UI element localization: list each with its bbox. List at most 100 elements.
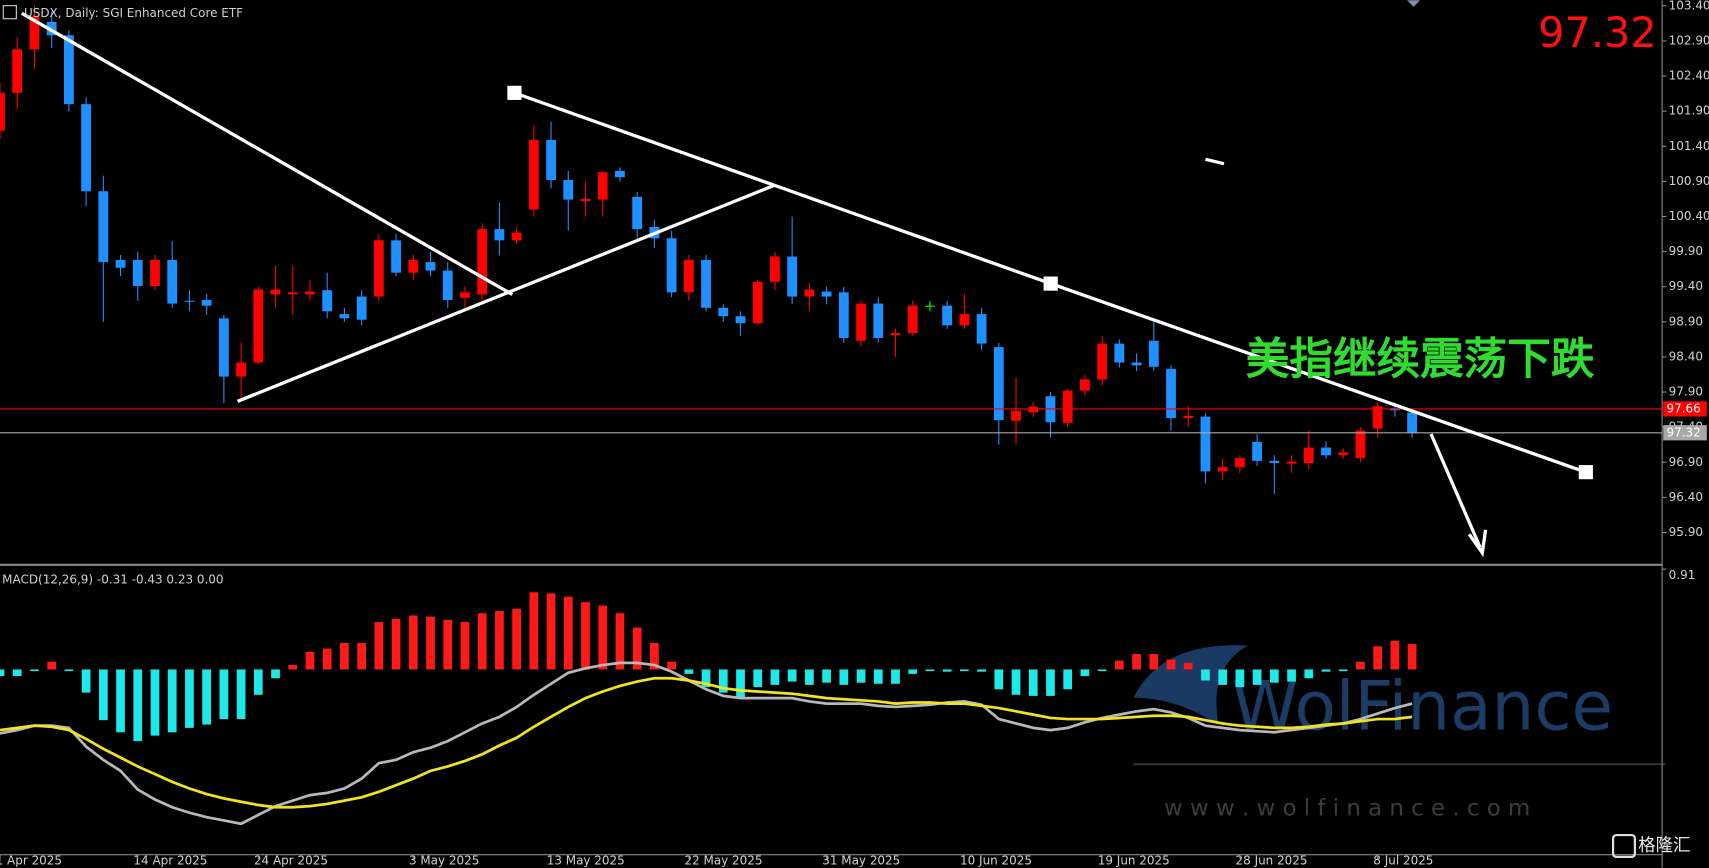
histogram-bar [977,669,986,672]
candle-body [701,260,711,308]
candle-body [804,289,815,297]
histogram-bar [1338,669,1348,672]
candle-body [218,318,229,377]
candle-body [150,260,160,287]
histogram-bar [133,669,143,742]
y-tick-label: 96.90 [1669,455,1703,469]
candle-body [787,256,798,297]
histogram-bar [116,669,125,733]
histogram-bar [1114,660,1124,670]
candle-body [890,333,901,336]
candle-body [1407,412,1418,433]
x-tick-label: 24 Apr 2025 [254,854,328,868]
histogram-bar [495,611,504,670]
candle-body [460,292,470,298]
candle-body [528,139,539,210]
x-tick-label: 8 Jul 2025 [1373,854,1433,868]
histogram-bar [1321,669,1331,672]
histogram-bar [305,651,315,670]
candle-body [718,307,729,317]
candle-body [1286,461,1297,464]
x-tick-label: 10 Jun 2025 [960,854,1032,868]
candle-body [1252,441,1263,461]
trendline [236,183,775,403]
x-tick-label: 13 May 2025 [547,854,625,868]
candle-body [683,260,694,293]
histogram-bar [1046,669,1055,696]
x-tick-label: 31 May 2025 [822,854,900,868]
histogram-bar [460,622,470,670]
y-tick-label: 96.40 [1669,490,1703,504]
candle-body [1166,368,1176,419]
histogram-bar [322,648,332,670]
candle-body [12,49,23,93]
candle-body [907,305,918,334]
x-tick-label: 3 May 2025 [409,854,479,868]
histogram-bar [718,669,728,693]
candle-body [184,300,195,302]
candle-body [1217,467,1228,472]
candle-body [770,256,780,282]
y-tick-label: 101.90 [1669,104,1709,118]
histogram-bar [787,669,797,682]
y-tick-label: 99.90 [1669,244,1703,258]
histogram-bar [391,618,401,670]
trendline-handle [1578,465,1593,480]
candle-body [666,238,677,293]
y-tick-label: 0.91 [1669,568,1696,582]
y-tick-label: 98.90 [1669,314,1703,328]
histogram-bar [340,643,349,670]
candle-body [0,92,5,131]
x-tick-label: 22 May 2025 [684,854,762,868]
histogram-bar [81,669,91,693]
histogram-bar [1011,669,1021,695]
histogram-bar [1235,669,1245,688]
histogram-bar [1166,659,1176,670]
histogram-bar [236,669,246,720]
histogram-bar [822,669,831,683]
candle-body [408,260,419,273]
candle-body [942,305,953,326]
candle-body [735,316,746,324]
candle-body [1372,406,1383,429]
candle-body [856,303,866,341]
y-tick-label: 101.40 [1669,139,1709,153]
histogram-bar [529,592,539,670]
histogram-bar [908,669,918,674]
candle-body [373,240,384,297]
chart-title: USDX, Daily: SGI Enhanced Core ETF [24,6,243,20]
y-tick-label: 100.40 [1669,209,1709,223]
trendline [1205,157,1225,166]
candle-body [98,191,109,263]
histogram-bar [0,669,5,677]
candle-body [873,303,884,338]
histogram-bar [512,608,521,670]
histogram-bar [1356,661,1365,670]
histogram-bar [753,669,763,688]
logo-icon [1611,834,1636,858]
histogram-bar [1390,640,1400,670]
histogram-bar [770,669,780,685]
candle-body [339,314,350,319]
price-tag [1663,401,1707,417]
arrow [1429,433,1482,549]
histogram-bar [839,669,849,685]
candle-body [821,291,832,297]
histogram-bar [167,669,177,733]
histogram-bar [960,669,969,672]
histogram-bar [667,661,676,670]
candle-body [253,289,264,363]
candle-body [1183,415,1194,419]
histogram-bar [1063,669,1073,690]
histogram-bar [408,615,418,670]
candle-body [477,229,488,295]
histogram-bar [1304,669,1314,679]
histogram-bar [98,669,108,721]
histogram-bar [1287,669,1296,682]
logo-text: 格隆汇 [1638,836,1690,856]
histogram-bar [1028,669,1038,696]
x-tick-label: 1 Apr 2025 [0,854,62,868]
histogram-bar [1407,644,1417,670]
